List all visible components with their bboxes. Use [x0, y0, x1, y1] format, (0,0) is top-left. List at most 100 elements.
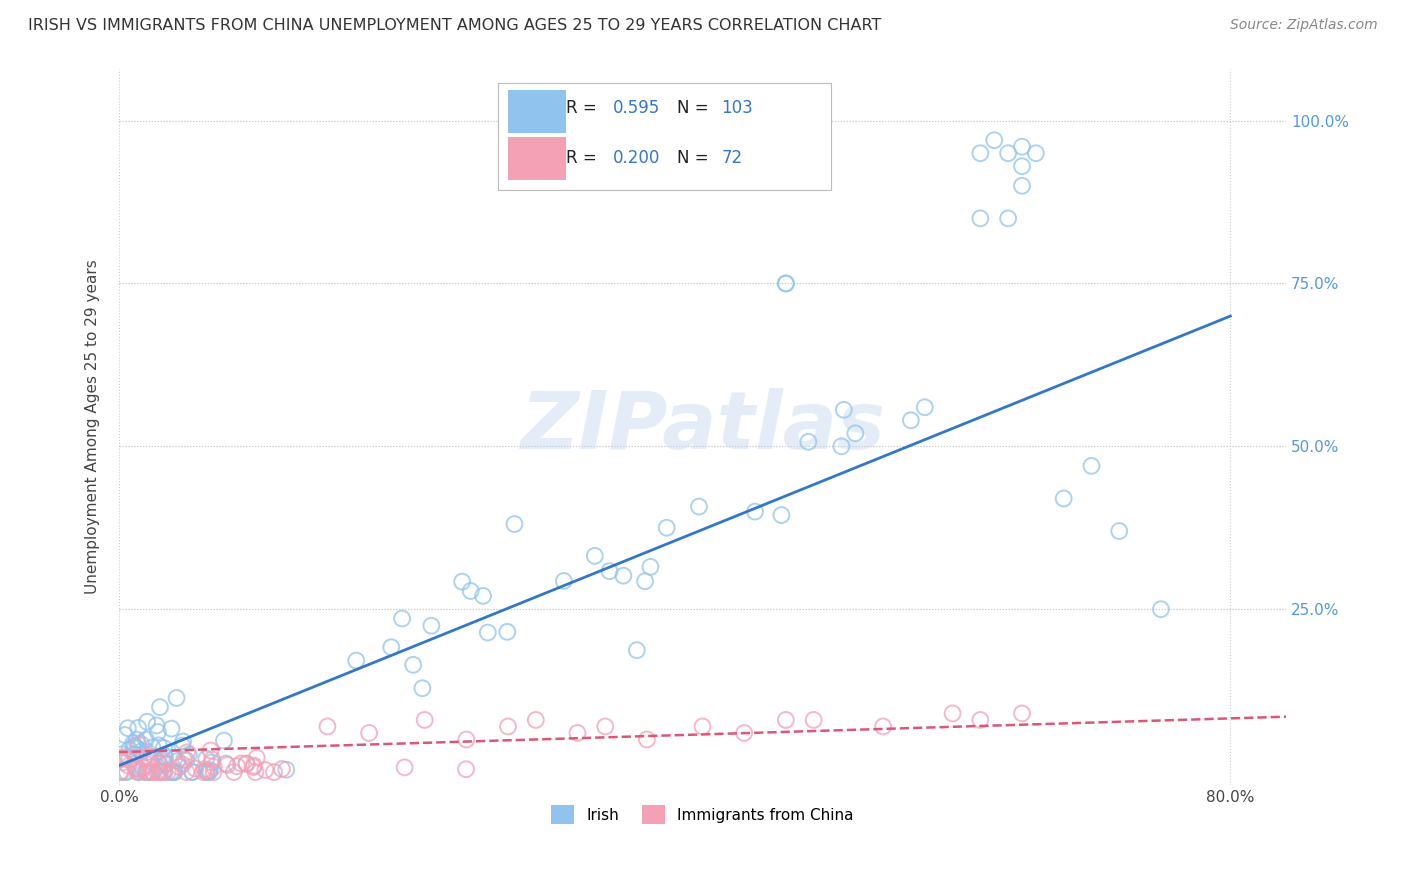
Point [245, 765, 267, 780]
Point [612, 568, 634, 582]
Text: IRISH VS IMMIGRANTS FROM CHINA UNEMPLOYMENT AMONG AGES 25 TO 29 YEARS CORRELATIO: IRISH VS IMMIGRANTS FROM CHINA UNEMPLOYM… [28, 18, 882, 33]
Point [117, 758, 139, 772]
Point [191, 765, 214, 780]
Point [148, 764, 170, 779]
Point [173, 753, 195, 767]
Point [153, 748, 176, 763]
Point [634, 574, 657, 589]
Point [626, 643, 648, 657]
Point [593, 719, 616, 733]
Point [472, 589, 495, 603]
Point [163, 765, 186, 780]
Point [1053, 491, 1076, 506]
Point [134, 765, 156, 780]
Point [983, 133, 1005, 147]
Legend: Irish, Immigrants from China: Irish, Immigrants from China [540, 795, 865, 835]
Point [226, 759, 249, 773]
Point [124, 739, 146, 754]
Point [359, 726, 381, 740]
Point [598, 564, 620, 578]
Point [127, 765, 149, 780]
Point [162, 765, 184, 780]
Point [160, 765, 183, 780]
Point [316, 719, 339, 733]
Point [775, 277, 797, 291]
Point [1011, 706, 1033, 721]
Point [775, 713, 797, 727]
Point [141, 765, 163, 780]
Point [900, 413, 922, 427]
Point [803, 713, 825, 727]
Point [143, 749, 166, 764]
Point [235, 756, 257, 771]
Point [176, 746, 198, 760]
Point [152, 765, 174, 780]
Point [496, 719, 519, 733]
Point [198, 765, 221, 780]
Point [152, 753, 174, 767]
Point [263, 765, 285, 780]
Point [129, 764, 152, 779]
Point [141, 765, 163, 780]
Point [149, 700, 172, 714]
Point [872, 719, 894, 733]
Point [146, 756, 169, 771]
Point [212, 733, 235, 747]
Point [477, 625, 499, 640]
Point [117, 749, 139, 764]
Point [125, 761, 148, 775]
Point [202, 760, 225, 774]
Text: N =: N = [676, 99, 714, 117]
Point [797, 434, 820, 449]
Point [153, 750, 176, 764]
Point [217, 758, 239, 772]
Y-axis label: Unemployment Among Ages 25 to 29 years: Unemployment Among Ages 25 to 29 years [86, 260, 100, 594]
Point [184, 762, 207, 776]
Point [914, 401, 936, 415]
Point [844, 426, 866, 441]
Text: 103: 103 [721, 99, 754, 117]
Point [733, 726, 755, 740]
Point [242, 760, 264, 774]
Point [997, 146, 1019, 161]
Point [146, 725, 169, 739]
Point [135, 765, 157, 780]
Point [122, 736, 145, 750]
Point [197, 765, 219, 780]
Point [138, 765, 160, 780]
Point [243, 758, 266, 772]
Point [118, 753, 141, 767]
Point [222, 765, 245, 780]
Point [114, 728, 136, 742]
Point [142, 765, 165, 780]
Point [454, 762, 477, 776]
Point [110, 752, 132, 766]
Point [770, 508, 793, 522]
Point [136, 757, 159, 772]
Point [1011, 178, 1033, 193]
Point [118, 742, 141, 756]
Point [125, 732, 148, 747]
Point [152, 765, 174, 780]
Point [1150, 602, 1173, 616]
Point [110, 765, 132, 780]
Point [451, 574, 474, 589]
Point [111, 747, 134, 762]
Point [496, 624, 519, 639]
Point [167, 760, 190, 774]
Point [1011, 159, 1033, 173]
Point [553, 574, 575, 588]
Point [111, 756, 134, 770]
Text: 72: 72 [721, 149, 742, 167]
Point [172, 739, 194, 753]
Point [166, 690, 188, 705]
Point [235, 756, 257, 771]
Point [276, 763, 298, 777]
FancyBboxPatch shape [508, 90, 567, 133]
Point [583, 549, 606, 563]
Point [830, 439, 852, 453]
Point [138, 765, 160, 780]
Text: Source: ZipAtlas.com: Source: ZipAtlas.com [1230, 18, 1378, 32]
Point [145, 718, 167, 732]
FancyBboxPatch shape [508, 136, 567, 179]
